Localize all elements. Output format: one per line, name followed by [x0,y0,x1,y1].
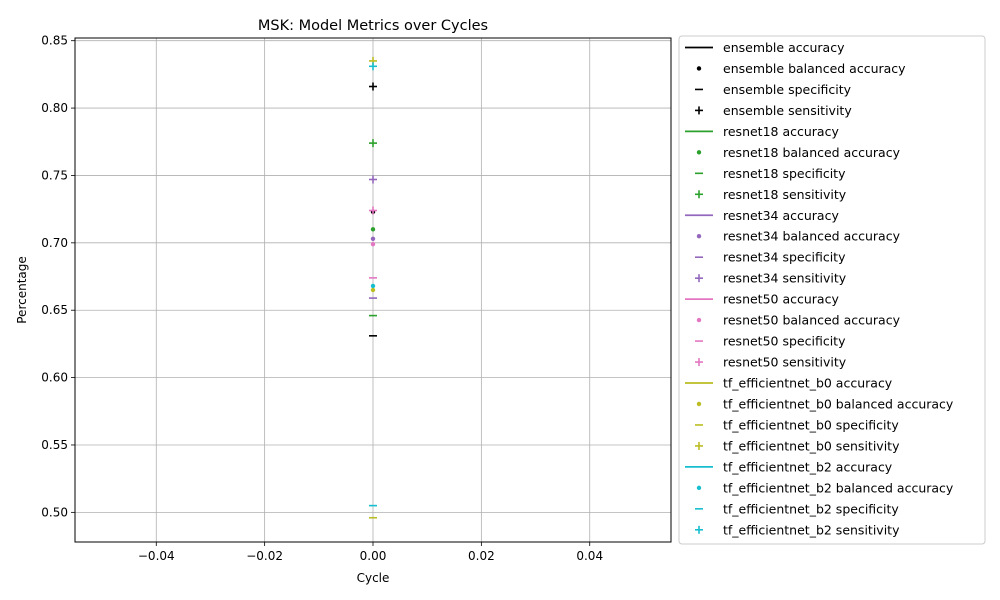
legend-entry-label: tf_efficientnet_b0 sensitivity [723,438,900,453]
legend-marker [695,106,703,115]
resnet34-sensitivity-mark [369,175,377,184]
x-tick-label: −0.04 [138,549,175,563]
legend-marker [696,234,702,239]
y-axis-ticks: 0.50 0.55 0.60 0.65 0.70 0.75 0.80 0.85 [41,34,75,519]
legend-entry-label: tf_efficientnet_b2 balanced accuracy [723,480,954,495]
legend-entry-label: resnet18 sensitivity [723,187,847,202]
y-tick-label: 0.65 [41,303,68,317]
x-axis-label: Cycle [357,571,390,585]
legend-entry-label: resnet50 balanced accuracy [723,313,901,328]
y-tick-label: 0.75 [41,168,68,182]
legend-entry-label: resnet18 accuracy [723,124,839,139]
data-marks [369,56,377,519]
legend-entry-label: ensemble sensitivity [723,103,852,118]
legend-entry-label: resnet34 sensitivity [723,271,847,286]
legend-marker [695,525,703,534]
resnet18-balanced-accuracy-mark [370,227,376,232]
legend-entry-label: resnet34 balanced accuracy [723,229,901,244]
legend-entry-label: tf_efficientnet_b0 accuracy [723,376,893,391]
x-axis-ticks: −0.04 −0.02 0.00 0.02 0.04 [138,542,603,563]
legend: ensemble accuracy ensemble balanced accur… [678,35,986,545]
x-tick-label: −0.02 [246,549,283,563]
y-tick-label: 0.55 [41,438,68,452]
legend-entry-label: resnet18 balanced accuracy [723,145,901,160]
legend-marker [696,317,702,323]
legend-marker [695,274,703,283]
legend-entry-label: tf_efficientnet_b0 specificity [723,417,899,432]
legend-entry-label: resnet34 accuracy [723,208,839,223]
tf_efficientnet_b2-sensitivity-mark [369,62,377,71]
resnet34-balanced-accuracy-mark [370,236,376,241]
legend-entry-label: ensemble balanced accuracy [723,61,906,76]
legend-entry-label: resnet18 specificity [723,166,846,181]
legend-entry-label: tf_efficientnet_b0 balanced accuracy [723,396,954,411]
resnet50-balanced-accuracy-mark [370,241,376,247]
y-tick-label: 0.80 [41,101,68,115]
resnet18-sensitivity-mark [369,139,377,148]
legend-entry-label: tf_efficientnet_b2 accuracy [723,459,893,474]
y-tick-label: 0.85 [41,34,68,48]
legend-entry-label: resnet50 accuracy [723,292,839,307]
legend-marker [695,190,703,199]
y-tick-label: 0.50 [41,505,68,519]
legend-marker [696,150,702,155]
legend-marker [695,358,703,367]
chart-title: MSK: Model Metrics over Cycles [258,18,488,34]
legend-entry-label: resnet34 specificity [723,250,846,265]
tf_efficientnet_b2-balanced-accuracy-mark [370,283,376,289]
ensemble-sensitivity-mark [369,82,377,91]
tf_efficientnet_b0-balanced-accuracy-mark [370,287,376,293]
legend-entry-label: ensemble accuracy [723,40,845,55]
legend-marker [696,485,702,491]
y-tick-label: 0.70 [41,236,68,250]
legend-frame [678,35,986,545]
y-tick-label: 0.60 [41,371,68,385]
x-tick-label: 0.02 [468,549,495,563]
legend-entry-label: tf_efficientnet_b2 sensitivity [723,522,900,537]
legend-marker [696,66,702,71]
grid-lines [75,38,671,542]
x-tick-label: 0.04 [576,549,603,563]
y-axis-label: Percentage [15,256,29,324]
legend-entry-label: resnet50 sensitivity [723,355,847,370]
resnet50-sensitivity-mark [369,206,377,215]
legend-entry-label: tf_efficientnet_b2 specificity [723,501,899,516]
legend-marker [696,401,702,407]
legend-entry-label: ensemble specificity [723,82,852,97]
legend-entry-label: resnet50 specificity [723,334,846,349]
x-tick-label: 0.00 [360,549,387,563]
legend-marker [695,441,703,450]
